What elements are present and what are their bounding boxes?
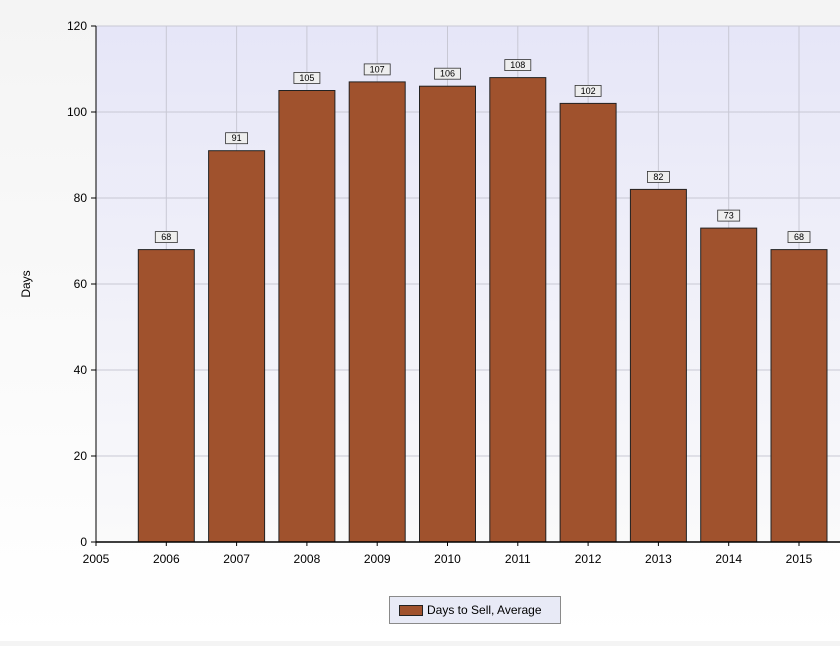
bar (419, 85, 476, 543)
x-tick-label: 2009 (364, 552, 391, 566)
y-tick-label: 0 (80, 535, 87, 549)
data-label-box (154, 231, 178, 244)
legend-swatch (399, 604, 423, 616)
data-label-box (434, 67, 461, 80)
data-label-box (647, 170, 670, 183)
bar (208, 150, 266, 543)
data-label: 107 (370, 64, 385, 74)
data-label: 68 (794, 232, 804, 242)
data-label: 106 (440, 69, 455, 79)
y-tick-label: 40 (74, 363, 88, 377)
bar (489, 77, 547, 543)
x-tick-label: 2005 (83, 552, 110, 566)
data-label: 73 (724, 211, 734, 221)
bar (348, 81, 406, 543)
data-label-box (787, 231, 811, 244)
data-label: 91 (232, 133, 242, 143)
data-labels: 68 91 105 107 106 108 102 82 73 68 (154, 59, 811, 244)
data-label: 102 (581, 86, 596, 96)
bar (278, 90, 336, 543)
data-label: 105 (299, 73, 314, 83)
legend-label: Days to Sell, Average (427, 603, 542, 617)
legend: Days to Sell, Average (389, 596, 561, 624)
x-tick-label: 2008 (294, 552, 321, 566)
y-axis-title: Days (19, 270, 33, 297)
data-label-box (363, 63, 391, 76)
x-tick-label: 2012 (575, 552, 602, 566)
bar (559, 102, 617, 543)
data-label: 108 (510, 60, 525, 70)
bar (700, 227, 758, 543)
x-tick-label: 2006 (153, 552, 180, 566)
bar (137, 249, 195, 543)
data-label: 68 (161, 232, 171, 242)
bar (629, 188, 687, 543)
x-tick-label: 2014 (715, 552, 742, 566)
y-tick-label: 60 (74, 277, 88, 291)
y-tick-label: 20 (74, 449, 88, 463)
y-tick-label: 100 (67, 105, 87, 119)
x-tick-label: 2015 (786, 552, 813, 566)
bars (137, 77, 828, 543)
data-label-box (504, 59, 532, 71)
x-tick-label: 2013 (645, 552, 672, 566)
bar (770, 249, 828, 543)
x-tick-label: 2011 (505, 552, 531, 566)
y-tick-label: 120 (67, 19, 87, 33)
data-label-box (574, 85, 602, 97)
x-tick-label: 2010 (434, 552, 461, 566)
data-label: 82 (653, 172, 663, 182)
y-tick-label: 80 (74, 191, 88, 205)
x-tick-label: 2007 (223, 552, 250, 566)
axes: 0 20 40 60 80 100 120 2005 2006 2007 2008 2009 2010 2… (67, 19, 840, 566)
data-label-box (717, 209, 741, 222)
data-label-box (293, 72, 321, 84)
data-label-box (225, 132, 249, 145)
